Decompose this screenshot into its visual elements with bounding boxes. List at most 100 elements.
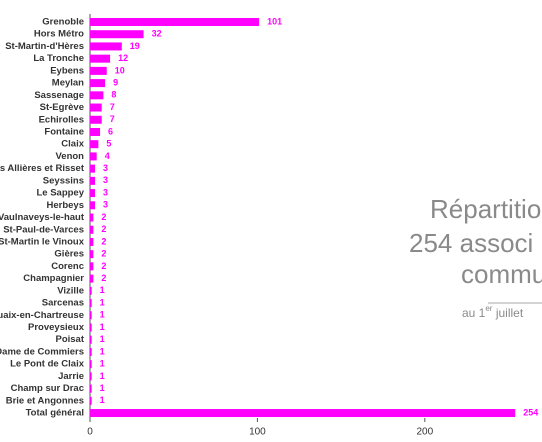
bar: [90, 384, 92, 393]
category-label: La Tronche: [33, 53, 84, 64]
value-label: 7: [110, 114, 115, 124]
bar: [90, 335, 92, 344]
subtitle-part: juillet: [492, 306, 523, 320]
value-label: 1: [100, 346, 105, 356]
bar: [90, 213, 94, 222]
category-label: e Dame de Commiers: [0, 346, 84, 357]
bar: [90, 360, 92, 369]
category-label: Corenc: [51, 261, 84, 272]
value-label: 1: [100, 285, 105, 295]
bar: [90, 91, 104, 100]
category-label: Meylan: [52, 78, 84, 89]
subtitle-part: au 1: [462, 306, 486, 320]
value-label: 1: [100, 395, 105, 405]
bar: [90, 286, 92, 295]
value-label: 19: [130, 41, 140, 51]
value-label: 1: [100, 322, 105, 332]
category-label: Proveysieux: [28, 322, 85, 333]
value-label: 1: [100, 310, 105, 320]
value-label: 3: [103, 200, 108, 210]
category-label: St-Martin le Vinoux: [0, 236, 85, 247]
value-label: 7: [110, 102, 115, 112]
value-label: 12: [118, 53, 128, 63]
value-label: 9: [113, 77, 118, 87]
bar: [90, 299, 92, 308]
title-line: Répartitio: [430, 194, 541, 224]
bar: [90, 115, 102, 124]
bar: [90, 189, 96, 198]
bar: [90, 250, 94, 259]
title-line: 254 associ: [409, 228, 533, 258]
bar: [90, 164, 96, 173]
category-label: St-Paul-de-Varces: [3, 224, 84, 235]
category-label: Herbeys: [47, 200, 85, 211]
category-label: Champagnier: [23, 273, 84, 284]
value-label: 2: [101, 236, 106, 246]
bar: [90, 152, 97, 161]
category-label: Jarrie: [58, 371, 84, 382]
category-label: Total général: [26, 408, 84, 419]
value-label: 2: [101, 261, 106, 271]
category-label: Poisat: [55, 334, 84, 345]
x-tick-label: 0: [87, 427, 93, 438]
category-label: Venon: [55, 151, 84, 162]
bar: [90, 176, 96, 185]
value-label: 1: [100, 334, 105, 344]
bar: [90, 347, 92, 356]
bar: [90, 103, 102, 112]
value-label: 2: [101, 224, 106, 234]
value-label: 2: [101, 249, 106, 259]
value-label: 1: [100, 371, 105, 381]
category-label: St-Martin-d'Hères: [5, 41, 84, 52]
bar: [90, 372, 92, 381]
value-label: 8: [111, 90, 116, 100]
subtitle-sup: er: [485, 304, 492, 313]
category-label: Brie et Angonnes: [6, 395, 84, 406]
bar: [90, 225, 94, 234]
x-tick-label: 100: [249, 427, 266, 438]
category-label: Eybens: [50, 65, 84, 76]
value-label: 4: [105, 151, 110, 161]
value-label: 32: [152, 29, 162, 39]
bar: [90, 127, 101, 136]
category-label: Le Pont de Claix: [10, 359, 85, 370]
category-label: Grenoble: [42, 17, 84, 28]
value-label: 101: [267, 16, 282, 26]
category-label: Hors Métro: [34, 29, 84, 40]
bar: [90, 30, 144, 39]
value-label: 1: [100, 359, 105, 369]
value-label: 3: [103, 163, 108, 173]
value-label: 254: [523, 407, 538, 417]
category-label: Sarcenas: [42, 298, 84, 309]
value-label: 3: [103, 175, 108, 185]
category-label: Echirolles: [39, 114, 84, 125]
category-label: Vizille: [57, 285, 84, 296]
bar: [90, 237, 94, 246]
category-label: Quaix-en-Chartreuse: [0, 310, 84, 321]
subtitle: au 1er juillet: [462, 304, 524, 320]
value-label: 5: [106, 139, 111, 149]
value-label: 6: [108, 126, 113, 136]
x-tick-label: 200: [416, 427, 433, 438]
category-label: rces Allières et Risset: [0, 163, 85, 174]
value-label: 2: [101, 273, 106, 283]
bar: [90, 201, 96, 210]
bar: [90, 262, 94, 271]
category-label: Fontaine: [44, 126, 84, 137]
bar: [90, 79, 106, 88]
value-label: 10: [115, 65, 125, 75]
category-label: Vaulnaveys-le-haut: [0, 212, 85, 223]
bar: [90, 54, 111, 63]
category-label: Champ sur Drac: [11, 383, 84, 394]
bar: [90, 396, 92, 405]
bar: [90, 323, 92, 332]
category-label: Gières: [54, 249, 84, 260]
value-label: 3: [103, 187, 108, 197]
bar: [90, 42, 122, 51]
bar: [90, 311, 92, 320]
bar: [90, 66, 107, 75]
bar: [90, 274, 94, 283]
value-label: 1: [100, 383, 105, 393]
category-label: Claix: [61, 139, 84, 150]
